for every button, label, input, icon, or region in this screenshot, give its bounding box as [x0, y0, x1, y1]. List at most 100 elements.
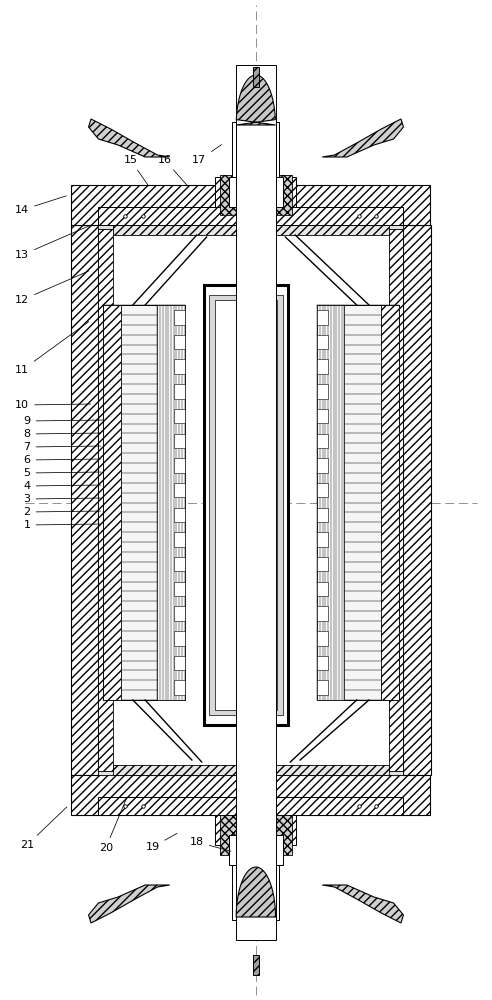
Text: 17: 17: [192, 145, 221, 165]
Bar: [174, 680, 184, 695]
Bar: [317, 409, 328, 423]
Bar: [234, 157, 278, 177]
Bar: [253, 67, 259, 87]
Text: 19: 19: [146, 833, 177, 852]
Bar: [98, 771, 403, 775]
Bar: [317, 606, 328, 621]
Bar: [317, 359, 328, 374]
Bar: [204, 285, 288, 725]
Bar: [71, 775, 430, 815]
Bar: [113, 225, 389, 235]
Bar: [389, 229, 403, 771]
Bar: [317, 384, 328, 399]
Text: 12: 12: [15, 271, 89, 305]
Bar: [174, 384, 184, 399]
Bar: [98, 229, 113, 771]
Text: 2: 2: [24, 507, 100, 517]
Bar: [71, 185, 430, 225]
Bar: [317, 305, 399, 700]
Bar: [317, 532, 328, 547]
Bar: [174, 508, 184, 522]
Text: 1: 1: [24, 520, 100, 530]
Bar: [403, 225, 430, 775]
Bar: [232, 865, 279, 920]
Bar: [174, 483, 184, 497]
Bar: [317, 305, 344, 700]
Polygon shape: [236, 867, 276, 917]
Bar: [113, 225, 389, 235]
Bar: [174, 409, 184, 423]
Bar: [209, 295, 283, 715]
Bar: [174, 532, 184, 547]
Bar: [220, 175, 239, 215]
Bar: [215, 815, 296, 845]
Bar: [403, 225, 430, 775]
Bar: [71, 225, 98, 775]
Text: 18: 18: [190, 837, 231, 851]
Text: 8: 8: [24, 429, 100, 439]
Bar: [103, 305, 121, 700]
Polygon shape: [322, 885, 403, 923]
Bar: [103, 305, 121, 700]
Bar: [317, 557, 328, 571]
Bar: [98, 797, 403, 815]
Bar: [389, 229, 403, 771]
Bar: [174, 606, 184, 621]
Bar: [98, 229, 113, 771]
Bar: [174, 359, 184, 374]
Bar: [215, 300, 277, 710]
Bar: [215, 177, 296, 207]
Bar: [317, 483, 328, 497]
Bar: [98, 207, 403, 225]
Bar: [232, 122, 279, 177]
Bar: [229, 177, 283, 207]
Bar: [317, 335, 328, 349]
Bar: [381, 305, 399, 700]
Bar: [317, 631, 328, 646]
Bar: [215, 177, 296, 207]
Bar: [317, 680, 328, 695]
Bar: [381, 305, 399, 700]
Polygon shape: [322, 119, 403, 157]
Bar: [273, 175, 292, 215]
Bar: [236, 65, 276, 940]
Bar: [215, 815, 296, 845]
Bar: [317, 310, 328, 325]
Bar: [317, 656, 328, 670]
Bar: [253, 955, 259, 975]
Text: 16: 16: [158, 155, 187, 186]
Text: 13: 13: [15, 226, 89, 260]
Bar: [174, 557, 184, 571]
Bar: [98, 797, 403, 815]
Bar: [317, 434, 328, 448]
Polygon shape: [89, 119, 170, 157]
Bar: [317, 458, 328, 473]
Polygon shape: [236, 75, 276, 125]
Bar: [174, 310, 184, 325]
Bar: [220, 815, 239, 855]
Bar: [98, 207, 403, 225]
Bar: [71, 775, 430, 815]
Bar: [229, 835, 283, 865]
Bar: [71, 185, 430, 225]
Polygon shape: [89, 885, 170, 923]
Text: 15: 15: [123, 155, 149, 186]
Bar: [220, 815, 239, 855]
Text: 14: 14: [15, 196, 66, 215]
Bar: [174, 458, 184, 473]
Text: 21: 21: [20, 807, 67, 850]
Bar: [253, 67, 259, 87]
Bar: [174, 631, 184, 646]
Text: 9: 9: [24, 416, 103, 426]
Text: 7: 7: [24, 442, 100, 452]
Text: 6: 6: [24, 455, 100, 465]
Bar: [157, 305, 184, 700]
Bar: [317, 582, 328, 596]
Text: 11: 11: [15, 322, 89, 375]
Bar: [71, 225, 98, 775]
Bar: [273, 815, 292, 855]
Text: 10: 10: [15, 400, 91, 410]
Bar: [113, 765, 389, 775]
Text: 20: 20: [99, 798, 127, 853]
Bar: [98, 225, 403, 775]
